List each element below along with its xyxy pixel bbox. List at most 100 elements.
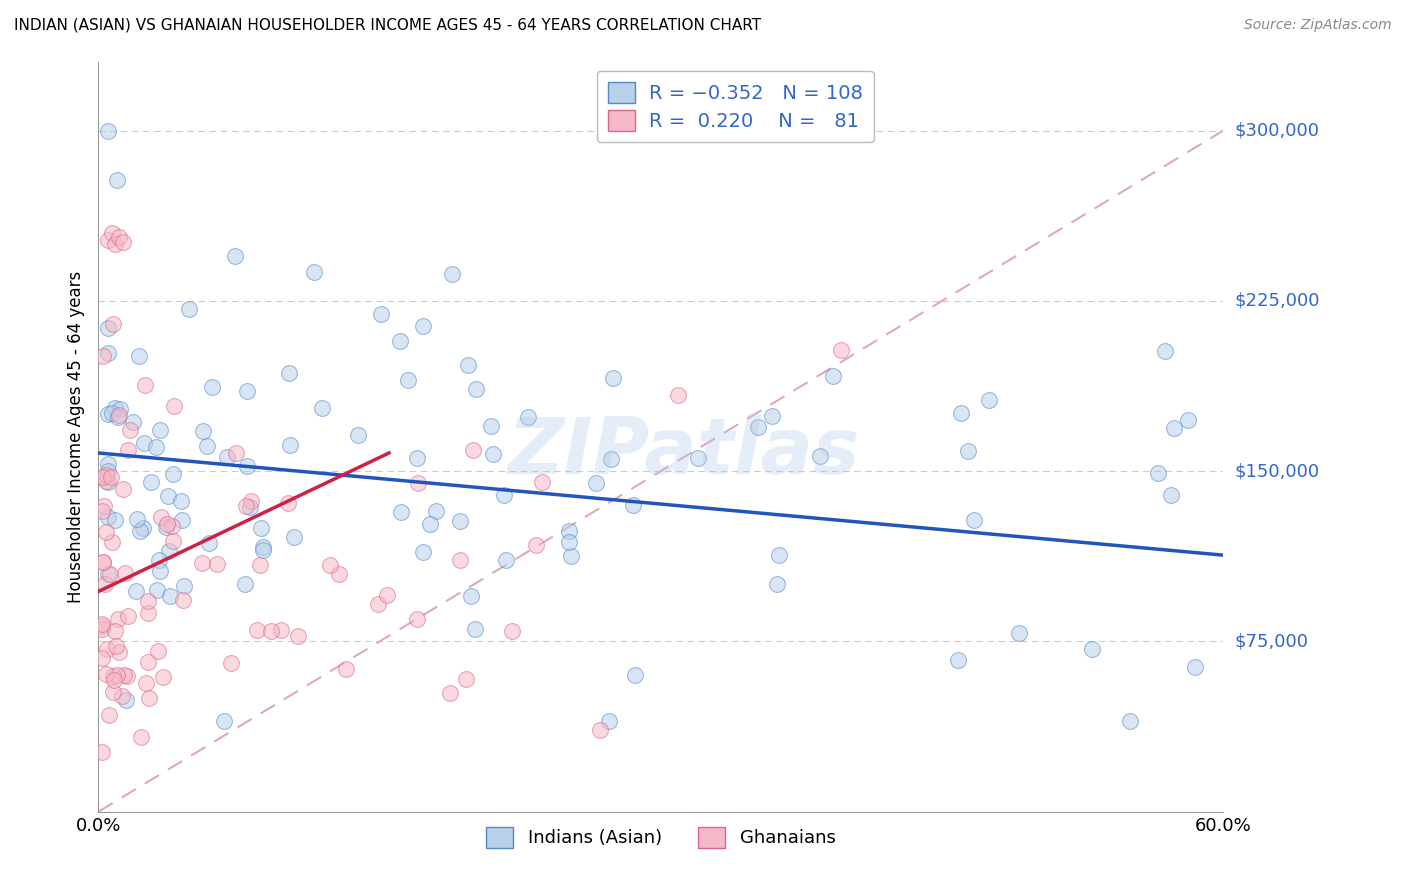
Point	[177, 301, 200, 316]
Point	[236, 384, 259, 398]
Point	[107, 612, 129, 626]
Point	[287, 630, 309, 644]
Point	[600, 452, 623, 467]
Point	[91, 651, 114, 665]
Point	[624, 668, 647, 682]
Point	[389, 334, 412, 349]
Point	[389, 505, 412, 519]
Point	[808, 449, 831, 463]
Point	[195, 439, 218, 453]
Point	[396, 373, 419, 387]
Point	[761, 409, 783, 424]
Point	[1160, 488, 1182, 502]
Point	[375, 588, 398, 602]
Point	[117, 608, 139, 623]
Point	[103, 317, 125, 331]
Point	[97, 464, 120, 478]
Y-axis label: Householder Income Ages 45 - 64 years: Householder Income Ages 45 - 64 years	[67, 271, 86, 603]
Point	[501, 624, 523, 638]
Point	[560, 549, 582, 563]
Point	[115, 693, 138, 707]
Point	[412, 319, 434, 334]
Point	[585, 476, 607, 491]
Point	[225, 445, 247, 459]
Point	[239, 493, 262, 508]
Point	[219, 656, 242, 670]
Point	[100, 534, 122, 549]
Point	[104, 512, 127, 526]
Point	[157, 489, 180, 503]
Point	[235, 458, 257, 473]
Point	[94, 474, 117, 488]
Point	[215, 450, 238, 464]
Text: $150,000: $150,000	[1234, 462, 1319, 480]
Point	[149, 510, 172, 524]
Point	[111, 483, 134, 497]
Point	[419, 517, 441, 532]
Point	[173, 579, 195, 593]
Point	[121, 415, 143, 429]
Point	[768, 549, 790, 563]
Point	[205, 557, 228, 571]
Point	[97, 321, 120, 335]
Point	[457, 358, 479, 372]
Point	[148, 552, 170, 566]
Point	[132, 521, 155, 535]
Point	[441, 267, 464, 281]
Point	[97, 708, 120, 723]
Point	[465, 382, 488, 396]
Point	[454, 672, 477, 686]
Point	[319, 558, 342, 572]
Point	[97, 510, 120, 524]
Point	[589, 723, 612, 738]
Point	[134, 377, 156, 392]
Point	[602, 371, 624, 385]
Point	[686, 450, 709, 465]
Point	[235, 499, 257, 513]
Point	[108, 230, 131, 244]
Point	[115, 669, 138, 683]
Point	[103, 669, 125, 683]
Point	[139, 475, 162, 489]
Point	[1177, 413, 1199, 427]
Point	[91, 617, 114, 632]
Point	[104, 640, 127, 654]
Point	[159, 590, 181, 604]
Point	[136, 594, 159, 608]
Point	[96, 524, 118, 539]
Point	[495, 552, 517, 566]
Point	[97, 458, 120, 472]
Point	[104, 624, 127, 638]
Point	[224, 249, 246, 263]
Point	[1118, 714, 1140, 728]
Point	[97, 123, 120, 137]
Point	[138, 690, 160, 705]
Point	[170, 493, 193, 508]
Point	[235, 577, 257, 591]
Point	[1154, 343, 1177, 358]
Point	[530, 475, 553, 489]
Point	[482, 447, 505, 461]
Point	[623, 498, 645, 512]
Point	[408, 475, 430, 490]
Point	[162, 533, 184, 548]
Text: $300,000: $300,000	[1234, 121, 1319, 139]
Point	[370, 307, 392, 321]
Point	[97, 346, 120, 360]
Point	[107, 645, 129, 659]
Point	[118, 423, 141, 437]
Point	[152, 669, 174, 683]
Point	[156, 517, 179, 532]
Point	[91, 349, 114, 363]
Point	[149, 564, 172, 578]
Point	[97, 566, 120, 581]
Point	[93, 555, 115, 569]
Point	[949, 407, 972, 421]
Point	[277, 366, 299, 380]
Point	[117, 443, 139, 458]
Point	[425, 504, 447, 518]
Point	[104, 401, 127, 415]
Point	[249, 558, 271, 572]
Point	[105, 173, 128, 187]
Point	[524, 539, 547, 553]
